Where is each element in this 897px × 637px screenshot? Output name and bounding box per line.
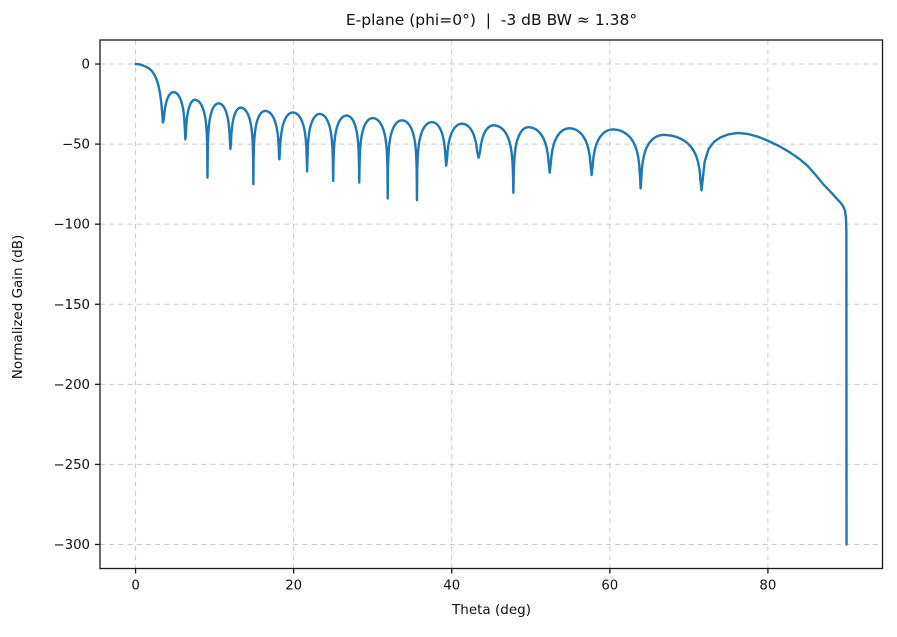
- y-tick-label: −300: [53, 538, 90, 553]
- x-tick-label: 80: [759, 579, 776, 594]
- gain-curve: [134, 62, 848, 546]
- chart-title: E-plane (phi=0°) | -3 dB BW ≈ 1.38°: [345, 11, 638, 29]
- x-tick-label: 40: [443, 579, 460, 594]
- y-tick-label: −50: [62, 138, 90, 153]
- y-axis-label: Normalized Gain (dB): [10, 234, 26, 380]
- x-tick-label: 0: [131, 579, 139, 594]
- x-axis-label: Theta (deg): [452, 602, 531, 618]
- x-tick-label: 20: [285, 579, 302, 594]
- x-tick-label: 60: [601, 579, 618, 594]
- y-tick-label: −200: [53, 378, 90, 393]
- y-tick-label: 0: [82, 58, 90, 73]
- y-tick-label: −250: [53, 458, 90, 473]
- y-tick-label: −100: [53, 218, 90, 233]
- y-tick-label: −150: [53, 298, 90, 313]
